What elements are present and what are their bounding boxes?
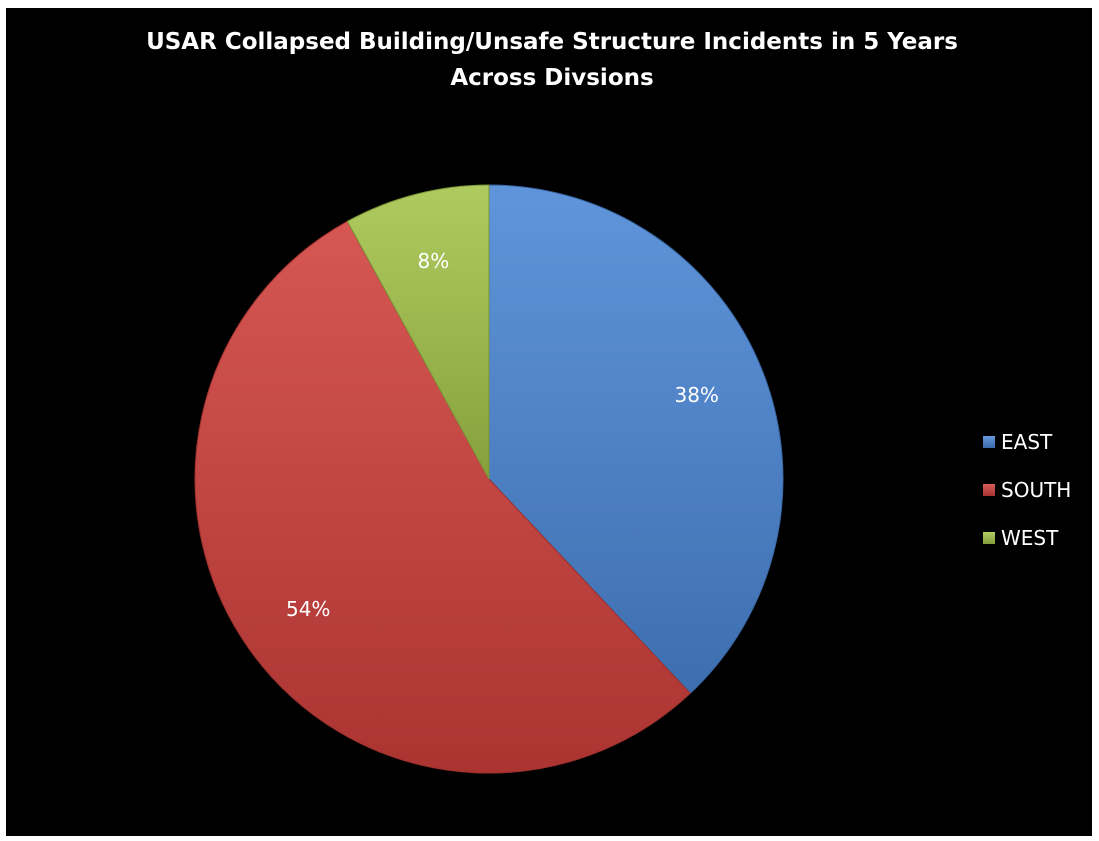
legend-item-south: SOUTH — [983, 466, 1071, 514]
legend-swatch-east — [983, 436, 995, 448]
pie-slice-east — [488, 184, 784, 695]
legend-swatch-west — [983, 532, 995, 544]
legend-label-south: SOUTH — [1001, 478, 1072, 502]
data-label-south: 54% — [286, 597, 330, 621]
legend-label-east: EAST — [1001, 430, 1053, 454]
chart-title: USAR Collapsed Building/Unsafe Structure… — [0, 24, 1099, 96]
chart-legend: EAST SOUTH WEST — [983, 418, 1071, 562]
legend-swatch-south — [983, 484, 995, 496]
pie-data-labels: 38% 54% 8% — [286, 249, 719, 621]
chart-title-line-2: Across Divsions — [450, 65, 654, 91]
legend-label-west: WEST — [1001, 526, 1059, 550]
pie-slice-south — [194, 220, 691, 774]
legend-item-west: WEST — [983, 514, 1071, 562]
legend-item-east: EAST — [983, 418, 1071, 466]
data-label-east: 38% — [674, 383, 718, 407]
pie-slices — [194, 184, 784, 774]
pie-slice-west — [346, 184, 490, 480]
data-label-west: 8% — [418, 249, 450, 273]
chart-title-line-1: USAR Collapsed Building/Unsafe Structure… — [146, 29, 958, 55]
